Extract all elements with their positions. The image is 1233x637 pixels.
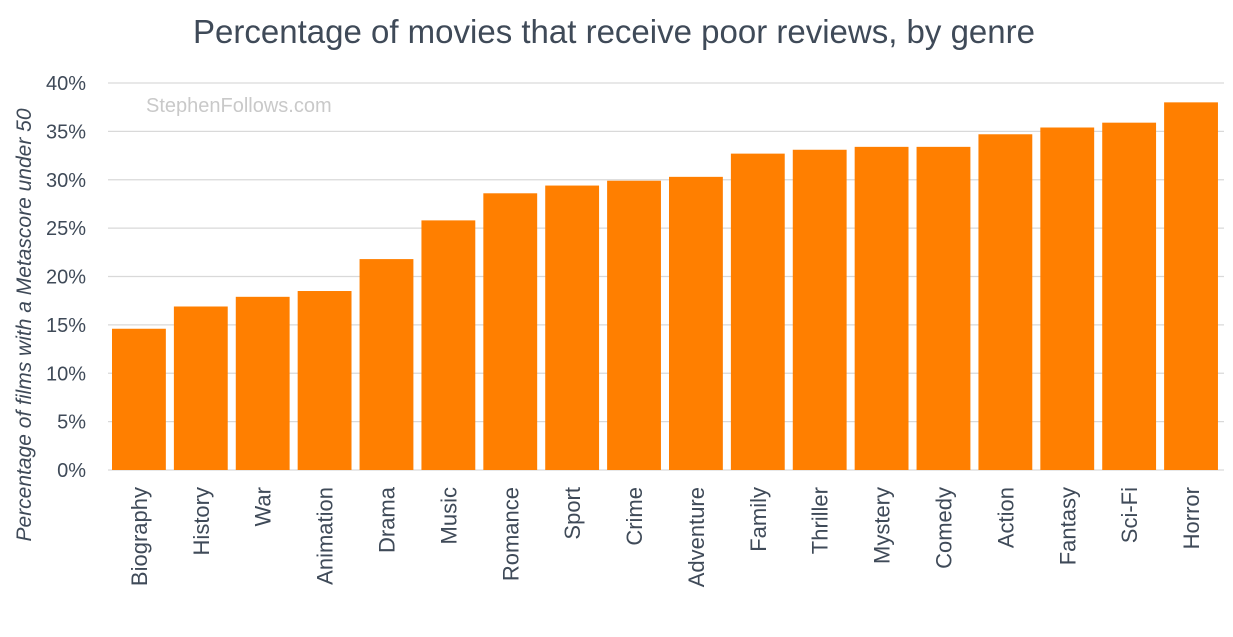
y-axis-label: Percentage of films with a Metascore und… — [13, 108, 36, 541]
bar-action — [978, 134, 1033, 470]
x-tick-label: Comedy — [931, 487, 956, 569]
x-tick-label: Horror — [1179, 487, 1204, 549]
y-axis-ticks: 0% 5% 10% 15% 20% 25% 30% 35% 40% — [46, 73, 86, 482]
bar-history — [173, 306, 228, 470]
x-tick-label: Sport — [560, 487, 585, 540]
x-tick-label: Adventure — [684, 487, 709, 587]
x-tick-label: Fantasy — [1055, 487, 1080, 565]
x-tick-label: Music — [436, 487, 461, 544]
bar-mystery — [854, 146, 909, 471]
bar-romance — [483, 193, 538, 471]
x-tick-label: Animation — [313, 487, 338, 585]
x-axis-labels: Biography History War Animation Drama Music Ro… — [127, 486, 1204, 587]
bar-biography — [112, 328, 166, 470]
bar-sport — [545, 185, 600, 470]
y-tick-label: 5% — [57, 412, 86, 434]
y-tick-label: 30% — [46, 170, 86, 192]
bar-crime — [607, 180, 661, 470]
bar-fantasy — [1040, 127, 1095, 470]
y-tick-label: 25% — [46, 218, 86, 240]
bar-war — [235, 296, 290, 470]
x-tick-label: Sci-Fi — [1117, 487, 1142, 543]
bar-adventure — [669, 176, 723, 470]
y-tick-label: 20% — [46, 267, 86, 289]
x-tick-label: Mystery — [870, 487, 895, 564]
y-tick-label: 15% — [46, 315, 86, 337]
x-tick-label: Action — [993, 487, 1018, 548]
bars — [112, 102, 1218, 471]
bar-horror — [1164, 102, 1218, 470]
watermark: StephenFollows.com — [146, 95, 332, 117]
x-tick-label: Drama — [374, 486, 399, 553]
chart-title: Percentage of movies that receive poor r… — [193, 13, 1035, 50]
bar-sci-fi — [1102, 122, 1157, 470]
bar-family — [730, 153, 785, 470]
x-tick-label: Thriller — [808, 487, 833, 554]
x-tick-label: Crime — [622, 487, 647, 546]
bar-comedy — [916, 146, 971, 471]
x-tick-label: Family — [746, 487, 771, 552]
y-tick-label: 0% — [57, 460, 86, 482]
x-tick-label: War — [251, 487, 276, 527]
gridlines — [108, 82, 1224, 471]
bar-music — [421, 220, 476, 470]
y-tick-label: 40% — [46, 73, 86, 95]
y-tick-label: 10% — [46, 363, 86, 385]
bar-animation — [297, 291, 352, 470]
x-tick-label: History — [189, 487, 214, 555]
y-tick-label: 35% — [46, 121, 86, 143]
x-tick-label: Biography — [127, 487, 152, 586]
x-tick-label: Romance — [498, 487, 523, 581]
bar-drama — [359, 259, 414, 470]
bar-thriller — [792, 149, 847, 470]
